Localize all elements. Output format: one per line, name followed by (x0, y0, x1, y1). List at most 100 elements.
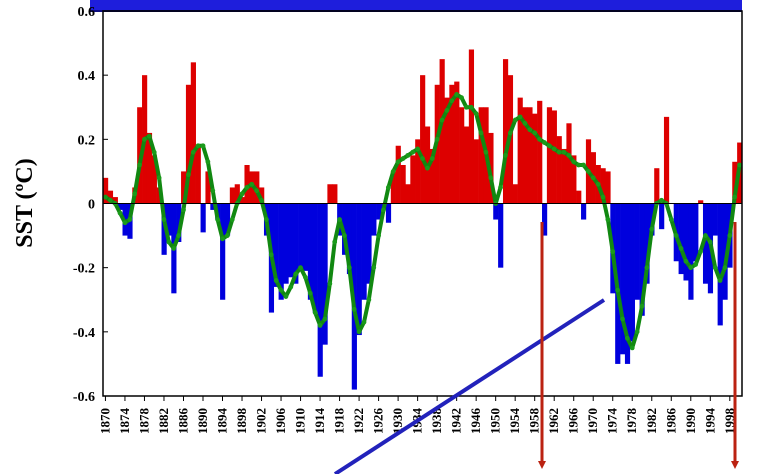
x-tick-label: 1986 (663, 408, 678, 435)
y-tick-label: 0.6 (78, 5, 96, 20)
smoothed-point-1959 (537, 136, 542, 142)
bar-1984 (659, 203, 665, 230)
x-tick-label: 1966 (566, 408, 581, 435)
x-tick-label: 1930 (390, 408, 405, 434)
smoothed-point-1908 (288, 284, 294, 290)
smoothed-point-1880 (151, 149, 157, 155)
smoothed-point-1982 (649, 226, 655, 232)
smoothed-point-1931 (400, 156, 406, 161)
bar-1940 (444, 97, 450, 204)
smoothed-point-1984 (659, 197, 664, 203)
smoothed-point-1889 (195, 143, 201, 149)
smoothed-point-1941 (449, 98, 455, 104)
smoothed-point-1890 (200, 143, 206, 149)
smoothed-point-1942 (454, 92, 460, 97)
smoothed-point-1994 (707, 239, 713, 245)
annotations (333, 222, 739, 474)
y-tick-label: 0.4 (78, 69, 96, 84)
smoothed-point-1900 (249, 181, 255, 187)
bar-1978 (629, 203, 635, 342)
bar-1901 (254, 171, 260, 204)
bar-1902 (259, 187, 265, 204)
smoothed-point-1917 (332, 239, 338, 245)
smoothed-point-1995 (712, 265, 718, 271)
bar-1988 (678, 203, 684, 275)
smoothed-point-1933 (410, 149, 416, 155)
smoothed-point-1976 (620, 316, 625, 322)
bar-1979 (634, 203, 640, 300)
smoothed-point-1876 (132, 191, 138, 197)
bar-1926 (376, 203, 382, 220)
x-tick-label: 1886 (175, 408, 190, 435)
smoothed-point-1892 (210, 188, 216, 194)
smoothed-point-1955 (517, 114, 523, 120)
smoothed-point-1998 (727, 233, 733, 238)
bar-1972 (600, 168, 606, 204)
bar-1946 (473, 139, 479, 204)
smoothed-point-1874 (122, 220, 128, 226)
bar-1896 (229, 187, 236, 204)
smoothed-point-1883 (166, 239, 172, 245)
smoothed-point-1888 (190, 149, 196, 155)
x-tick-label: 1962 (546, 408, 561, 434)
pointer-line (333, 298, 606, 474)
bar-1924 (366, 203, 372, 284)
smoothed-point-1949 (488, 175, 494, 181)
bar-1925 (371, 203, 377, 236)
bar-1895 (224, 203, 231, 236)
bar-1912 (307, 203, 314, 300)
bar-1935 (420, 75, 426, 204)
smoothed-point-1894 (220, 236, 225, 242)
bar-1886 (181, 171, 187, 204)
smoothed-point-1988 (678, 246, 684, 251)
x-tick-label: 1926 (371, 408, 386, 435)
smoothed-point-1878 (142, 136, 147, 142)
x-tick-label: 1970 (585, 408, 600, 434)
smoothed-point-1915 (322, 316, 328, 322)
smoothed-point-1895 (224, 233, 230, 238)
smoothed-point-1932 (405, 152, 411, 158)
smoothed-point-1934 (415, 146, 421, 152)
bar-1887 (185, 84, 192, 204)
smoothed-point-1871 (107, 197, 113, 203)
smoothed-point-1951 (498, 185, 503, 190)
bar-1999 (732, 161, 738, 204)
smoothed-point-1940 (444, 108, 450, 113)
x-tick-label: 1882 (156, 408, 171, 434)
smoothed-point-1893 (215, 217, 221, 222)
smoothed-point-1902 (259, 197, 264, 203)
y-tick-label: 0.2 (78, 133, 96, 148)
y-tick-label: -0.6 (73, 390, 95, 405)
bar-1944 (463, 126, 470, 204)
smoothed-point-1925 (371, 265, 377, 271)
x-tick-label: 1894 (215, 408, 230, 435)
x-tick-label: 1918 (332, 408, 347, 435)
smoothed-point-1930 (395, 159, 401, 165)
smoothed-point-1927 (381, 207, 386, 213)
smoothed-point-1980 (639, 303, 645, 309)
bar-1990 (688, 203, 694, 300)
smoothed-point-1936 (424, 165, 430, 171)
x-tick-label: 1898 (234, 408, 249, 435)
smoothed-point-1957 (527, 127, 533, 133)
smoothed-point-1870 (103, 194, 108, 200)
bar-1989 (683, 203, 689, 281)
smoothed-point-1945 (468, 104, 474, 110)
smoothed-point-1896 (229, 217, 235, 222)
bar-1915 (322, 203, 328, 345)
bar-1992 (698, 200, 704, 204)
smoothed-point-1898 (239, 191, 245, 197)
smoothed-point-1999 (732, 194, 738, 200)
bar-1931 (400, 165, 406, 204)
bar-1916 (327, 184, 333, 204)
smoothed-point-1924 (366, 297, 372, 303)
bar-1892 (210, 203, 216, 210)
smoothed-point-1877 (137, 162, 142, 168)
smoothed-point-1944 (464, 104, 469, 110)
smoothed-point-1956 (522, 120, 528, 126)
bar-1981 (644, 203, 650, 284)
bar-1913 (312, 203, 318, 313)
smoothed-point-1911 (303, 274, 308, 280)
bar-1883 (166, 203, 172, 236)
